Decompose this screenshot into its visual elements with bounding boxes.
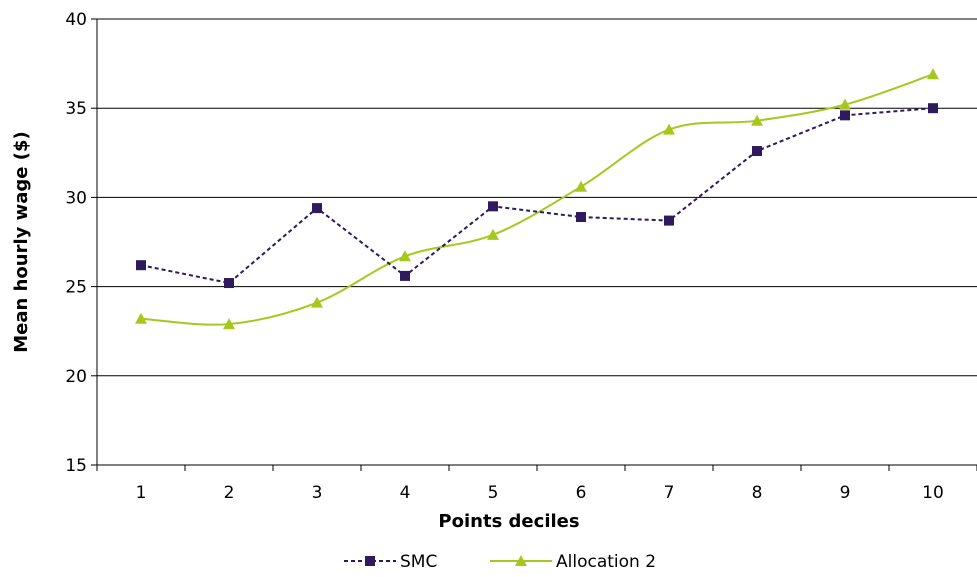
data-point: [136, 260, 146, 271]
series-line: [140, 107, 934, 285]
x-axis-ticks: 1 2 3 4 5 6 7 8 9 10: [96, 465, 977, 503]
y-axis-ticks: 15 20 25 30 35 40: [65, 10, 97, 476]
data-point: [751, 114, 763, 126]
x-axis-title: Points deciles: [438, 511, 579, 532]
series-allocation-2: [135, 68, 939, 330]
y-tick-label: 30: [65, 188, 87, 208]
series-smc: [136, 103, 938, 289]
y-tick-label: 35: [65, 99, 87, 119]
x-tick-label: 10: [922, 483, 944, 503]
x-tick-label: 1: [136, 483, 147, 503]
data-point: [312, 203, 322, 214]
data-point: [223, 318, 235, 330]
data-point: [928, 103, 938, 114]
data-point: [487, 228, 499, 240]
data-point: [575, 180, 587, 192]
data-point: [399, 250, 411, 262]
data-point: [663, 123, 675, 135]
data-point: [488, 201, 498, 212]
series-line: [140, 73, 934, 326]
y-tick-label: 40: [65, 10, 87, 30]
x-tick-label: 6: [576, 483, 587, 503]
legend-item-smc: SMC: [344, 552, 437, 572]
y-tick-label: 20: [65, 367, 87, 387]
data-point: [224, 278, 234, 289]
x-tick-label: 3: [312, 483, 323, 503]
y-axis-title: Mean hourly wage ($): [11, 131, 32, 353]
x-tick-label: 5: [488, 483, 499, 503]
legend-marker: [365, 556, 375, 566]
data-point: [311, 296, 323, 308]
data-point: [664, 215, 674, 226]
data-point: [576, 212, 586, 223]
data-point: [840, 110, 850, 121]
legend-label: SMC: [400, 552, 437, 572]
x-tick-label: 9: [840, 483, 851, 503]
x-tick-label: 2: [224, 483, 235, 503]
legend-label: Allocation 2: [556, 552, 656, 572]
series-layer: [135, 68, 939, 330]
x-tick-label: 4: [400, 483, 411, 503]
data-point: [927, 68, 939, 80]
legend: SMC Allocation 2: [344, 552, 656, 572]
data-point: [135, 312, 147, 324]
x-tick-label: 7: [664, 483, 675, 503]
legend-item-allocation-2: Allocation 2: [490, 552, 656, 572]
data-point: [400, 270, 410, 281]
y-tick-label: 25: [65, 278, 87, 298]
y-tick-label: 15: [65, 456, 87, 476]
legend-marker: [515, 555, 527, 566]
data-point: [752, 146, 762, 157]
data-point: [839, 98, 851, 110]
x-tick-label: 8: [752, 483, 763, 503]
axes: [96, 19, 977, 466]
